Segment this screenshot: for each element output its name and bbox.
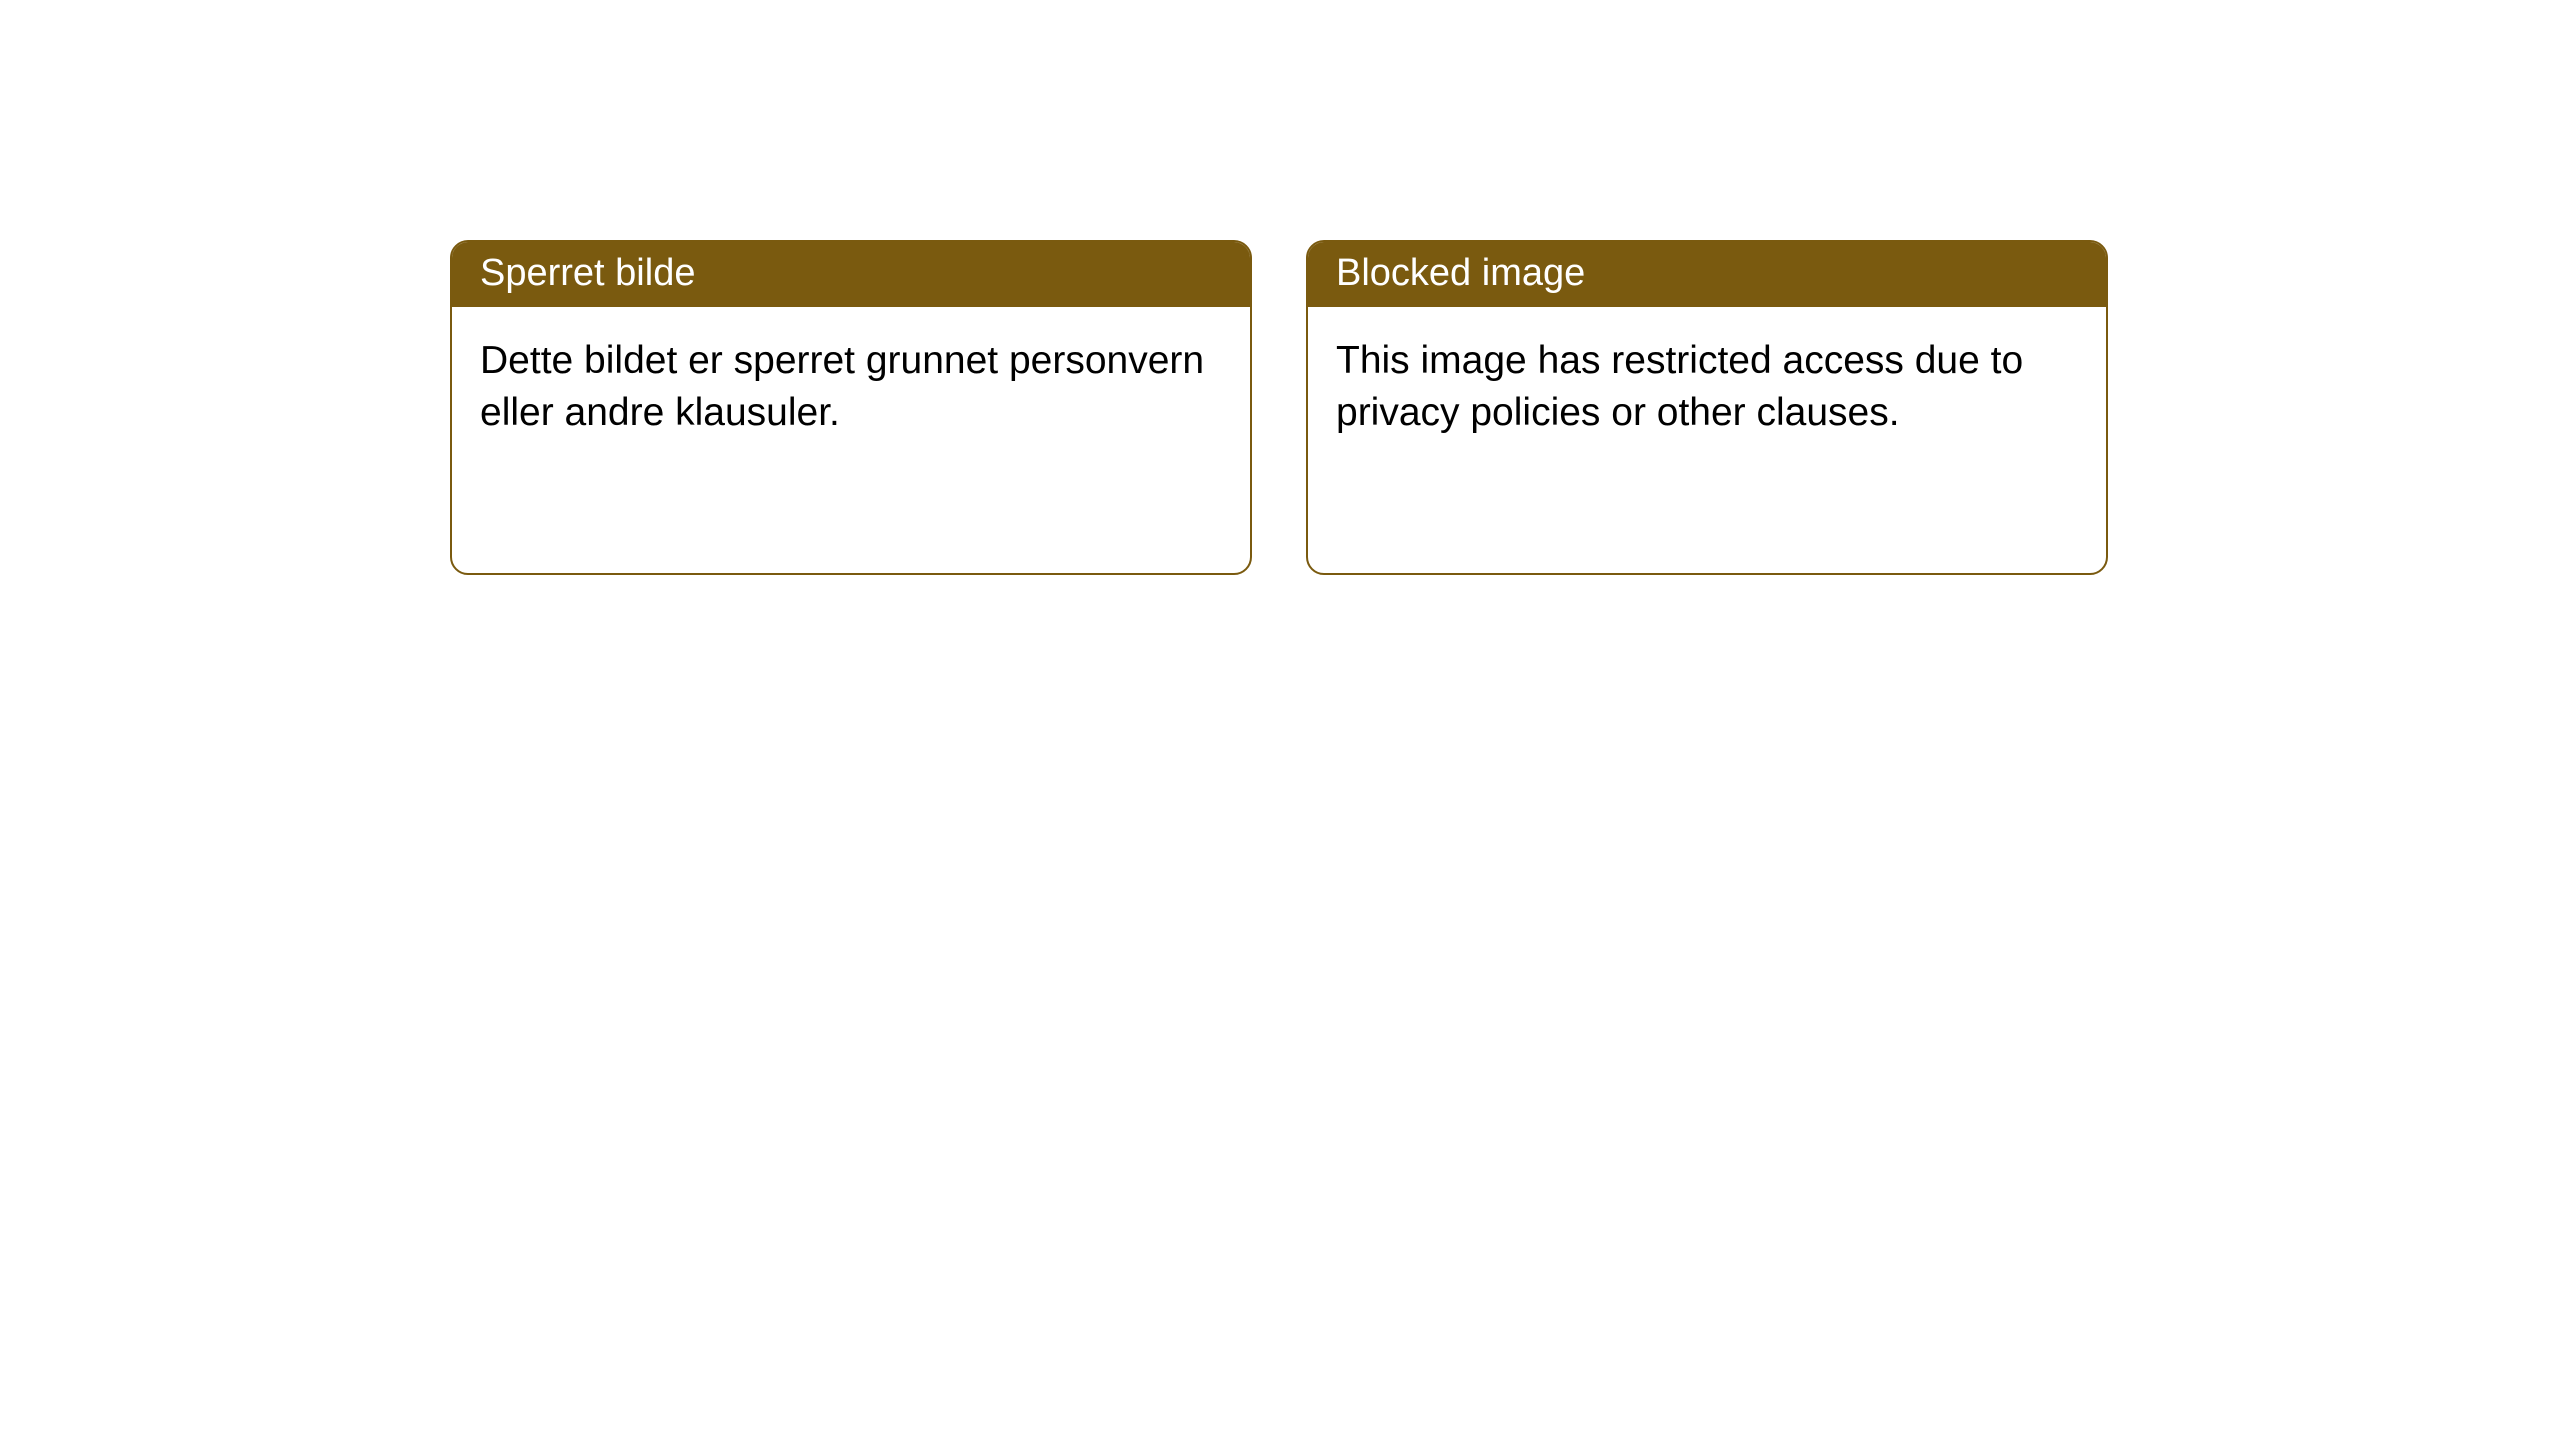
card-title: Blocked image xyxy=(1336,252,1585,294)
blocked-image-card-norwegian: Sperret bilde Dette bildet er sperret gr… xyxy=(450,240,1252,575)
card-title: Sperret bilde xyxy=(480,252,695,294)
card-body-text: Dette bildet er sperret grunnet personve… xyxy=(480,339,1204,434)
card-body: This image has restricted access due to … xyxy=(1308,307,2106,467)
card-header: Blocked image xyxy=(1308,242,2106,307)
notice-cards-container: Sperret bilde Dette bildet er sperret gr… xyxy=(0,0,2560,575)
card-body: Dette bildet er sperret grunnet personve… xyxy=(452,307,1250,467)
card-body-text: This image has restricted access due to … xyxy=(1336,339,2023,434)
blocked-image-card-english: Blocked image This image has restricted … xyxy=(1306,240,2108,575)
card-header: Sperret bilde xyxy=(452,242,1250,307)
